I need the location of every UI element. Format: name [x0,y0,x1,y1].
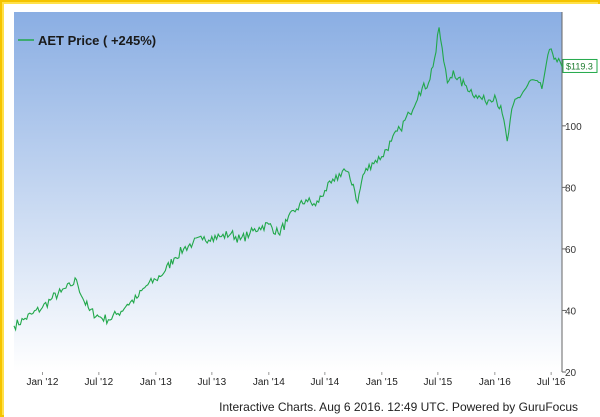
series-line-aet-price [13,27,563,332]
y-tick-label: 40 [565,306,577,317]
x-tick-label: Jan '15 [366,377,398,388]
legend-label: AET Price ( +245%) [38,33,156,48]
last-price-label: $119.3 [566,61,593,71]
y-tick-label: 80 [565,183,577,194]
x-tick-label: Jan '16 [479,377,511,388]
series-layer [13,27,563,332]
legend: AET Price ( +245%) [18,33,156,48]
last-price-tag: $119.3 [562,58,598,73]
y-axis: 20 40 60 80 100 [561,12,582,379]
x-tick-label: Jul '12 [85,377,114,388]
price-chart: 20 40 60 80 100 Jan '12 Jul '12 Jan '13 Jul '13… [13,12,598,388]
x-tick-label: Jul '15 [424,377,453,388]
x-tick-label: Jul '14 [311,377,340,388]
x-axis: Jan '12 Jul '12 Jan '13 Jul '13 Jan '14 Jul '… [27,372,566,388]
x-tick-label: Jan '14 [253,377,285,388]
x-tick-label: Jan '13 [140,377,172,388]
footer-credit: Interactive Charts. Aug 6 2016. 12:49 UT… [219,400,578,414]
x-tick-label: Jul '13 [198,377,227,388]
y-tick-label: 60 [565,245,577,256]
plot-area [14,12,562,372]
x-tick-label: Jan '12 [27,377,59,388]
y-tick-label: 100 [565,122,582,133]
chart-panel: 20 40 60 80 100 Jan '12 Jul '12 Jan '13 Jul '13… [4,4,600,417]
y-tick-label: 20 [565,368,577,379]
last-price-box [562,58,598,73]
x-tick-label: Jul '16 [537,377,566,388]
